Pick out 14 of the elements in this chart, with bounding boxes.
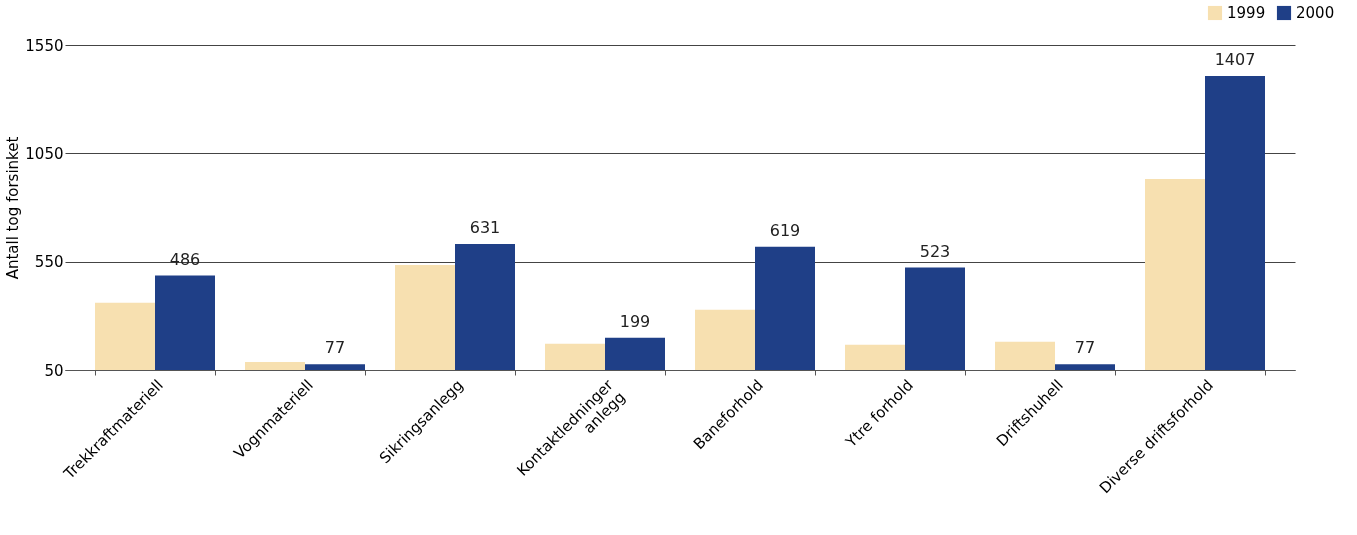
data-label: 523 (919, 241, 951, 261)
data-label: 631 (469, 218, 501, 238)
y-axis-title: Antall tog forsinket (4, 136, 23, 280)
y-tick-label: 550 (34, 253, 64, 272)
y-tick-label: 1050 (25, 144, 64, 163)
data-label: 1407 (1214, 49, 1256, 69)
data-label: 619 (769, 220, 801, 240)
y-tick-label: 1550 (25, 36, 64, 55)
data-label: 77 (1074, 338, 1096, 358)
legend-label: 2000 (1296, 4, 1335, 22)
data-label: 77 (324, 338, 346, 358)
y-tick-label: 50 (44, 361, 64, 380)
data-label: 199 (619, 311, 651, 331)
legend-label: 1999 (1227, 4, 1266, 22)
